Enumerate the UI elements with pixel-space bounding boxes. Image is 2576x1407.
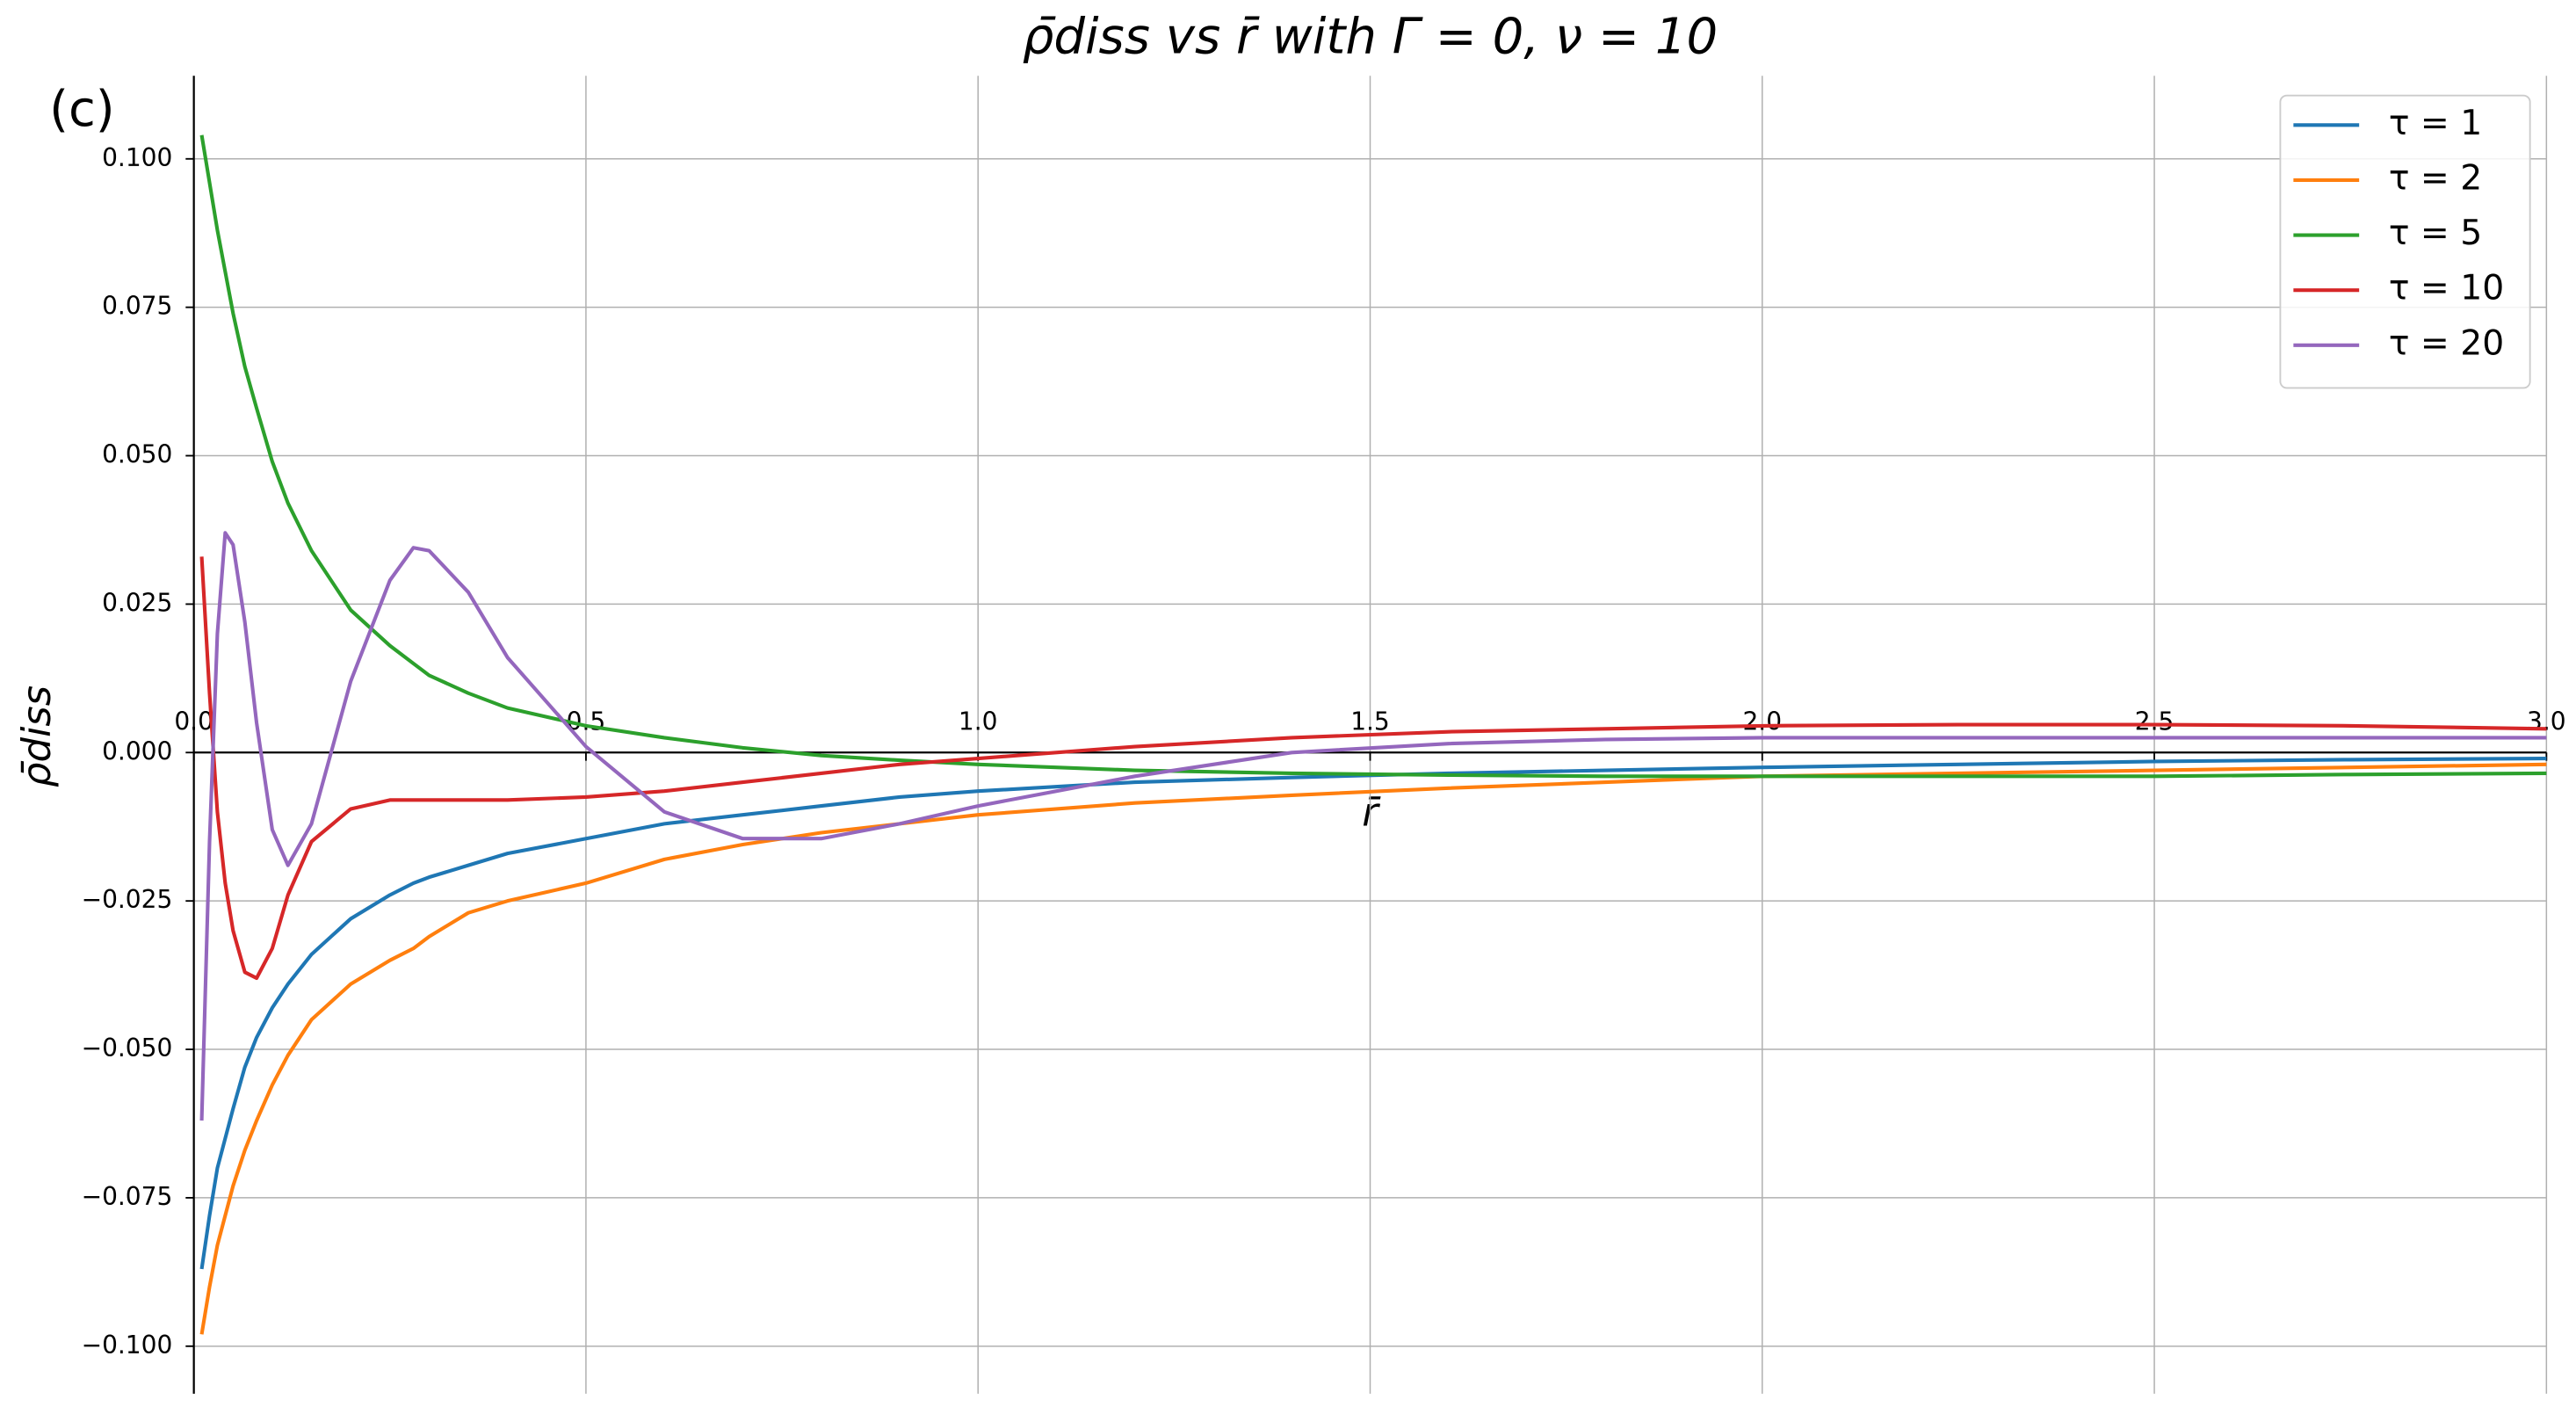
- series-line: [199, 134, 2547, 779]
- x-tick-label: 2.5: [2135, 707, 2174, 736]
- y-tick-label: −0.025: [82, 885, 173, 914]
- x-tick-label: 2.0: [1742, 707, 1782, 736]
- y-tick-label: 0.075: [102, 292, 172, 321]
- x-tick-label: 1.5: [1350, 707, 1390, 736]
- y-tick-label: −0.050: [82, 1033, 173, 1063]
- legend-label: τ = 1: [2389, 104, 2482, 143]
- series-line: [199, 756, 2547, 1270]
- y-tick-label: 0.050: [102, 440, 172, 469]
- series-line: [199, 762, 2547, 1335]
- series-line: [199, 556, 2547, 981]
- legend-label: τ = 10: [2389, 269, 2504, 308]
- y-axis-label: ρ̄diss: [13, 685, 60, 787]
- legend-label: τ = 20: [2389, 323, 2504, 363]
- legend: τ = 1 τ = 2 τ = 5 τ = 10 τ = 20: [2279, 94, 2531, 389]
- panel-label: (c): [49, 81, 115, 138]
- series-line: [199, 531, 2547, 1121]
- y-tick-label: 0.025: [102, 588, 172, 617]
- x-tick-label: 3.0: [2527, 707, 2566, 736]
- y-tick-label: −0.075: [82, 1182, 173, 1211]
- x-axis-label: r̄: [1362, 789, 1380, 836]
- legend-box: [2279, 94, 2531, 389]
- y-tick-label: 0.000: [102, 736, 172, 765]
- chart-title: ρ̄diss vs r̄ with Γ = 0, ν = 10: [1023, 9, 1718, 66]
- legend-label: τ = 2: [2389, 158, 2482, 198]
- legend-label: τ = 5: [2389, 214, 2482, 253]
- x-tick-label: 1.0: [959, 707, 998, 736]
- y-tick-label: −0.100: [82, 1331, 173, 1360]
- y-tick-label: 0.100: [102, 143, 172, 172]
